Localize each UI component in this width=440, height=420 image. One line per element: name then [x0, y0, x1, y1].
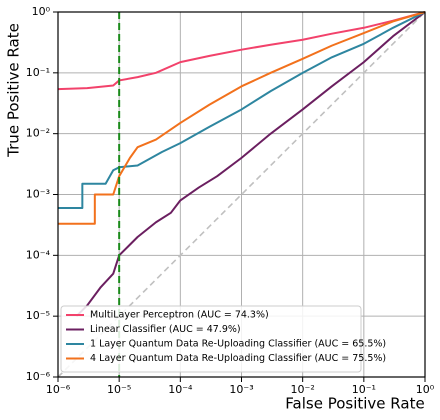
legend-box: [60, 305, 362, 373]
plot-frame: [57, 11, 426, 378]
y-tick-label: 10⁻³: [26, 188, 50, 201]
diagonal: [57, 11, 426, 378]
x-tick-label: 10⁻¹: [352, 383, 376, 396]
x-axis-label: False Positive Rate: [285, 395, 424, 413]
y-tick-label: 10⁰: [32, 5, 51, 18]
x-tick-label: 10⁻²: [291, 383, 315, 396]
y-tick-label: 10⁻⁶: [26, 370, 51, 383]
y-axis-label: True Positive Rate: [5, 23, 23, 158]
x-tick-label: 10⁰: [416, 383, 435, 396]
roc-curve: [75, 11, 426, 317]
roc-curve: [58, 11, 426, 209]
y-tick-label: 10⁻⁴: [26, 248, 51, 261]
x-tick-label: 10⁻⁴: [168, 383, 193, 396]
legend-label: 1 Layer Quantum Data Re-Uploading Classi…: [90, 339, 386, 350]
roc-curve: [57, 11, 426, 91]
y-tick-label: 10⁻²: [26, 127, 50, 140]
y-tick-label: 10⁻⁵: [26, 309, 50, 322]
y-tick-label: 10⁻¹: [26, 66, 50, 79]
x-tick-label: 10⁻³: [229, 383, 253, 396]
legend-label: 4 Layer Quantum Data Re-Uploading Classi…: [90, 353, 386, 364]
x-tick-label: 10⁻⁵: [107, 383, 131, 396]
roc-curve: [58, 11, 426, 225]
legend-label: MultiLayer Perceptron (AUC = 74.3%): [90, 310, 269, 321]
x-tick-label: 10⁻⁶: [46, 383, 71, 396]
legend-label: Linear Classifier (AUC = 47.9%): [90, 324, 241, 335]
